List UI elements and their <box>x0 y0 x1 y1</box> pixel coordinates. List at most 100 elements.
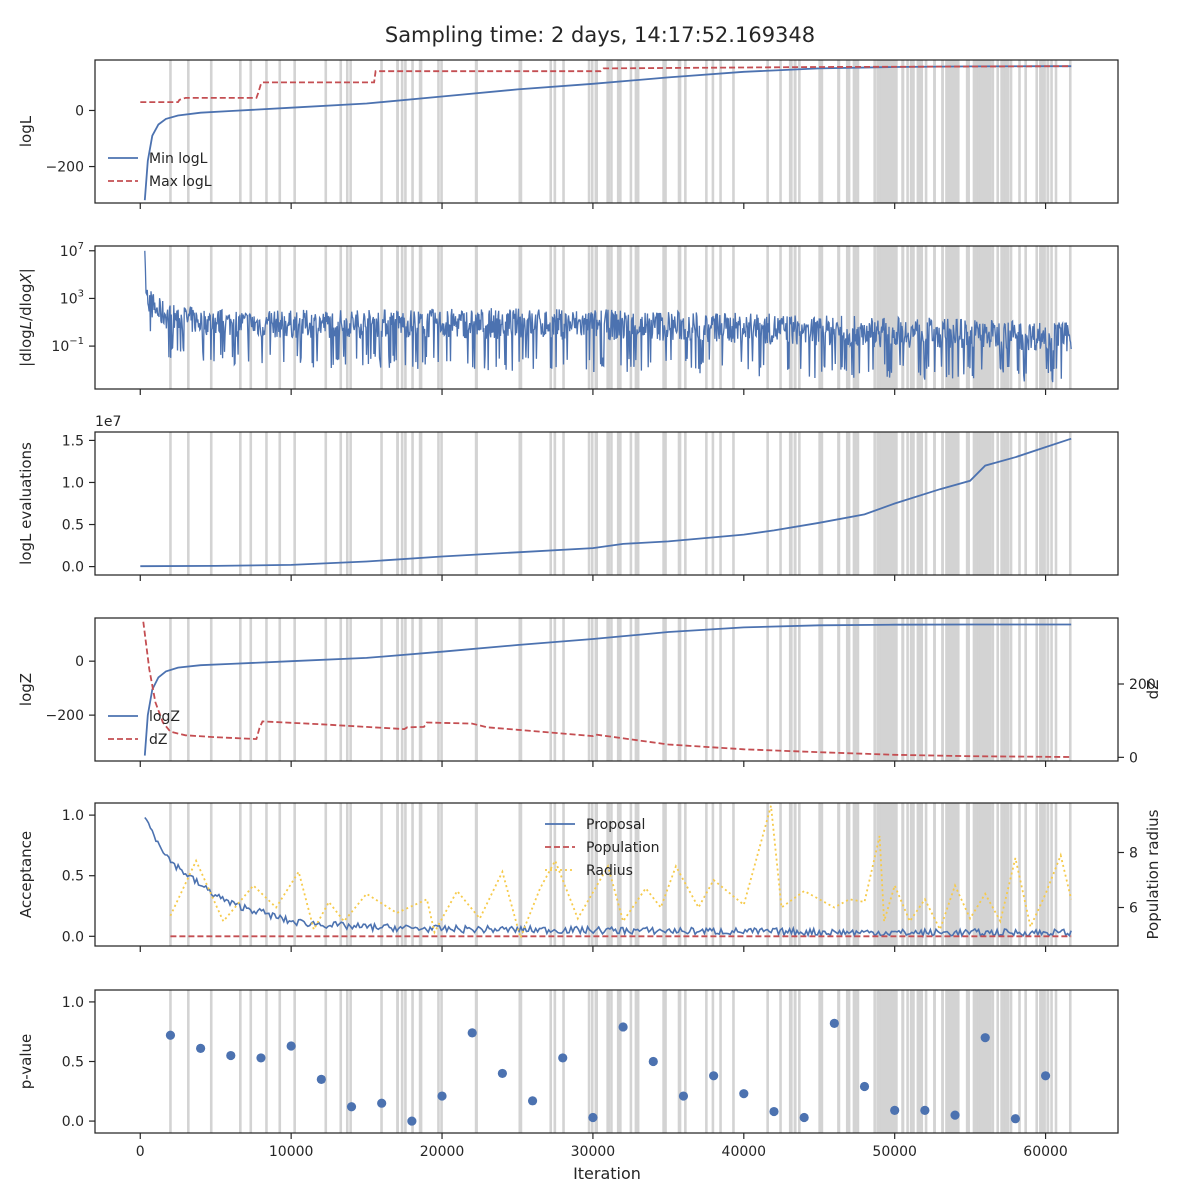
highlight-band <box>1050 60 1053 203</box>
x-axis-label: Iteration <box>573 1164 641 1183</box>
highlight-band <box>854 618 857 761</box>
highlight-band <box>793 432 797 575</box>
y-tick-label: 0.0 <box>62 929 84 945</box>
highlight-band <box>239 432 242 575</box>
subplot-nlike: 0.0 0.5 1.0 1.5 logL evaluations 1e7 <box>17 414 1119 581</box>
y-tick-label-right: 6 <box>1129 901 1138 917</box>
highlight-band <box>562 803 565 946</box>
highlight-band <box>967 990 970 1133</box>
highlight-band <box>634 803 638 946</box>
highlight-band <box>1004 432 1008 575</box>
highlight-band <box>349 990 352 1133</box>
highlight-band <box>440 60 443 203</box>
highlight-band <box>1024 60 1027 203</box>
highlight-band <box>684 618 687 761</box>
highlight-band <box>684 246 687 389</box>
highlight-band <box>847 246 851 389</box>
highlight-band <box>924 618 928 761</box>
highlight-band <box>977 60 980 203</box>
highlight-band <box>553 60 557 203</box>
legend-label: Proposal <box>586 817 645 833</box>
highlight-band <box>278 803 282 946</box>
highlight-band <box>845 990 849 1133</box>
x-ticks <box>139 946 1047 952</box>
data-point <box>256 1053 266 1063</box>
highlight-band <box>941 432 944 575</box>
highlight-band <box>951 432 955 575</box>
highlight-band <box>719 618 722 761</box>
highlight-band <box>587 618 591 761</box>
highlight-band <box>345 803 349 946</box>
y-tick-exponent: 3 <box>78 288 84 299</box>
highlight-band <box>187 803 190 946</box>
highlight-band <box>278 618 282 761</box>
axes-frame <box>94 59 1119 204</box>
highlight-band <box>948 990 951 1133</box>
highlight-band <box>877 990 880 1133</box>
highlight-band <box>606 990 609 1133</box>
y-axis-label-part: log <box>17 329 35 352</box>
highlight-band <box>941 618 944 761</box>
highlight-band <box>1009 990 1013 1133</box>
highlight-band <box>909 618 913 761</box>
highlight-band <box>945 246 948 389</box>
legend-label: Population <box>586 840 660 856</box>
highlight-band <box>991 432 994 575</box>
highlight-band <box>951 246 955 389</box>
highlight-band <box>594 618 598 761</box>
highlight-band <box>678 246 682 389</box>
highlight-band <box>349 432 352 575</box>
highlight-band <box>606 618 609 761</box>
highlight-band <box>991 246 994 389</box>
y-axis-label: logL <box>17 115 35 147</box>
highlight-band <box>912 60 915 203</box>
series-pvalue <box>165 1018 1051 1126</box>
highlight-band <box>187 60 190 203</box>
highlight-band <box>917 60 921 203</box>
highlight-band <box>518 60 522 203</box>
x-ticks <box>139 761 1047 767</box>
highlight-band <box>996 618 1000 761</box>
highlight-band <box>941 60 944 203</box>
highlight-band <box>662 803 665 946</box>
highlight-band <box>917 432 921 575</box>
highlight-band <box>1018 60 1021 203</box>
highlight-band <box>924 246 928 389</box>
highlight-band <box>967 618 970 761</box>
highlight-band <box>278 60 282 203</box>
series-logz <box>143 623 1072 756</box>
y-axis-label-right: Population radius <box>1144 809 1162 939</box>
highlight-band <box>1009 246 1013 389</box>
highlight-band <box>766 432 769 575</box>
legend: Proposal Population Radius <box>545 817 660 879</box>
subplot-logl: 0 −200 logL Min logL Max logL <box>17 59 1119 209</box>
highlight-band <box>1009 618 1013 761</box>
x-ticks <box>139 389 1047 395</box>
highlight-band <box>404 618 407 761</box>
highlight-band <box>847 60 851 203</box>
x-ticks <box>139 203 1047 209</box>
axes-frame <box>94 245 1119 390</box>
legend: logZ dZ <box>108 709 180 748</box>
highlight-band <box>1050 803 1053 946</box>
highlight-band <box>411 246 414 389</box>
highlight-band <box>629 432 633 575</box>
highlight-band <box>917 803 921 946</box>
y-ticks-right: 68 <box>1118 846 1138 917</box>
highlight-band <box>779 432 782 575</box>
highlight-band <box>818 60 821 203</box>
highlight-band <box>965 618 969 761</box>
legend-label: logZ <box>149 709 180 725</box>
y-ticks: 0 −200 <box>46 103 95 176</box>
highlight-bands <box>169 990 1072 1133</box>
highlight-band <box>616 432 620 575</box>
highlight-band <box>948 432 951 575</box>
highlight-band <box>973 60 976 203</box>
highlight-band <box>917 618 921 761</box>
highlight-band <box>324 432 328 575</box>
highlight-band <box>856 618 860 761</box>
highlight-band <box>924 803 928 946</box>
highlight-band <box>419 432 423 575</box>
highlight-band <box>610 803 613 946</box>
highlight-band <box>916 246 920 389</box>
